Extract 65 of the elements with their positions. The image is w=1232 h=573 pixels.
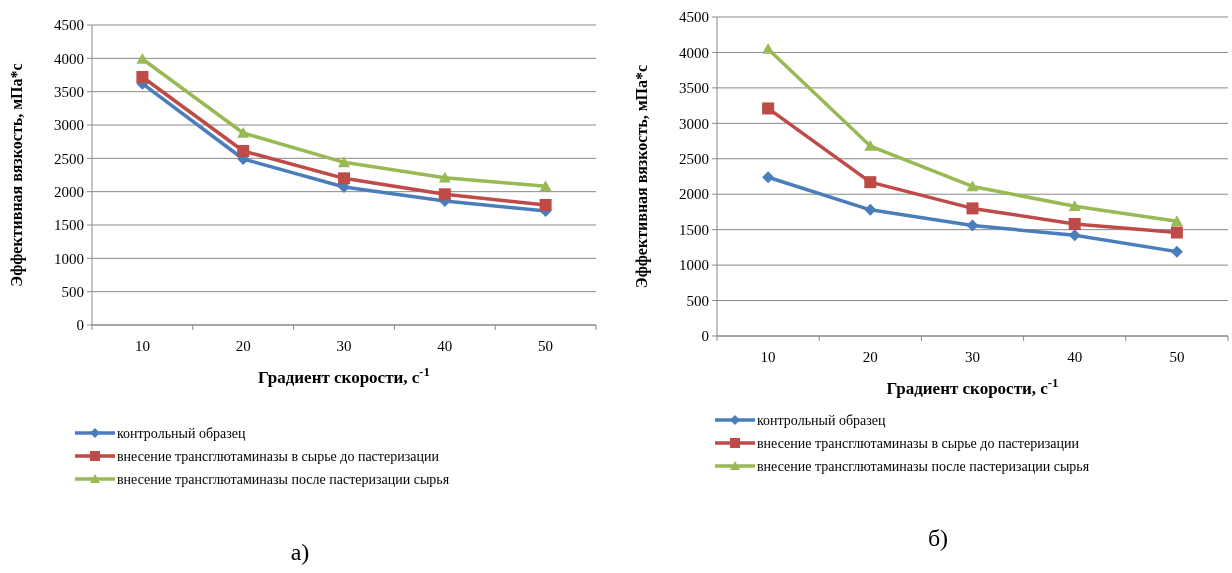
- legend-label: внесение трансглютаминазы в сырье до пастеризации: [117, 448, 440, 464]
- x-tick-label: 20: [862, 349, 878, 365]
- y-tick-label: 0: [76, 317, 84, 334]
- y-tick-label: 0: [701, 328, 709, 345]
- point: [762, 171, 775, 184]
- point: [966, 219, 979, 232]
- legend-label: внесение трансглютаминазы в сырье до пастеризации: [757, 435, 1080, 451]
- text: а): [290, 539, 310, 565]
- y-tick-label: 1500: [54, 217, 84, 234]
- y-tick-label: 3500: [54, 83, 84, 100]
- x-tick-label: 50: [1169, 349, 1185, 365]
- y-tick-label: 2500: [54, 150, 84, 167]
- y-tick-label: 4000: [54, 50, 84, 67]
- y-tick-label: 1000: [679, 257, 709, 274]
- y-tick-label: 2000: [54, 183, 84, 200]
- point: [539, 180, 552, 192]
- point: [1068, 218, 1081, 230]
- legend-label: контрольный образец: [117, 425, 247, 441]
- text: б): [927, 525, 949, 551]
- point: [539, 199, 552, 211]
- x-axis-title: Градиент скорости, с$^{-1}$: [886, 376, 1059, 398]
- legend-label: внесение трансглютаминазы после пастеризации сырья: [757, 458, 1090, 474]
- y-tick-label: 3000: [679, 115, 709, 132]
- y-tick-label: 4000: [679, 44, 709, 61]
- legend-label: контрольный образец: [757, 412, 887, 428]
- point: [864, 203, 877, 216]
- y-tick-label: 3000: [54, 117, 84, 134]
- y-axis-title: Эффективная вязкость, мПа*с: [633, 64, 651, 289]
- x-tick-label: 50: [538, 338, 554, 354]
- point: [966, 180, 979, 192]
- point: [864, 176, 877, 189]
- y-tick-label: 500: [61, 283, 84, 300]
- x-tick-label: 20: [235, 338, 251, 354]
- point: [237, 145, 250, 157]
- y-tick-label: 1000: [54, 250, 84, 267]
- x-tick-label: 40: [437, 338, 453, 354]
- x-tick-label: 10: [760, 349, 776, 365]
- y-tick-label: 4500: [679, 9, 709, 26]
- legend-label: внесение трансглютаминазы после пастеризации сырья: [117, 471, 450, 487]
- y-tick-label: 1500: [679, 221, 709, 238]
- y-tick-label: 500: [686, 292, 709, 309]
- point: [438, 188, 451, 201]
- y-axis-title: Эффективная вязкость, мПа*с: [8, 63, 26, 287]
- x-tick-label: 30: [336, 338, 352, 354]
- y-tick-label: 4500: [54, 17, 84, 34]
- x-tick-label: 10: [134, 338, 150, 354]
- point: [1170, 226, 1183, 239]
- point: [1068, 229, 1081, 242]
- point: [338, 172, 350, 185]
- point: [864, 140, 877, 151]
- x-tick-label: 30: [965, 349, 980, 365]
- x-tick-label: 40: [1067, 349, 1083, 365]
- point: [966, 202, 979, 215]
- point: [136, 71, 149, 83]
- point: [1170, 245, 1183, 258]
- point: [1068, 200, 1081, 212]
- point: [237, 127, 250, 138]
- y-tick-label: 3500: [679, 80, 709, 97]
- point: [338, 156, 350, 168]
- point: [1170, 215, 1183, 226]
- x-axis-title: Градиент скорости, с$^{-1}$: [258, 365, 430, 387]
- point: [762, 102, 775, 115]
- y-tick-label: 2500: [679, 151, 709, 168]
- y-tick-label: 2000: [679, 186, 709, 203]
- point: [438, 171, 451, 183]
